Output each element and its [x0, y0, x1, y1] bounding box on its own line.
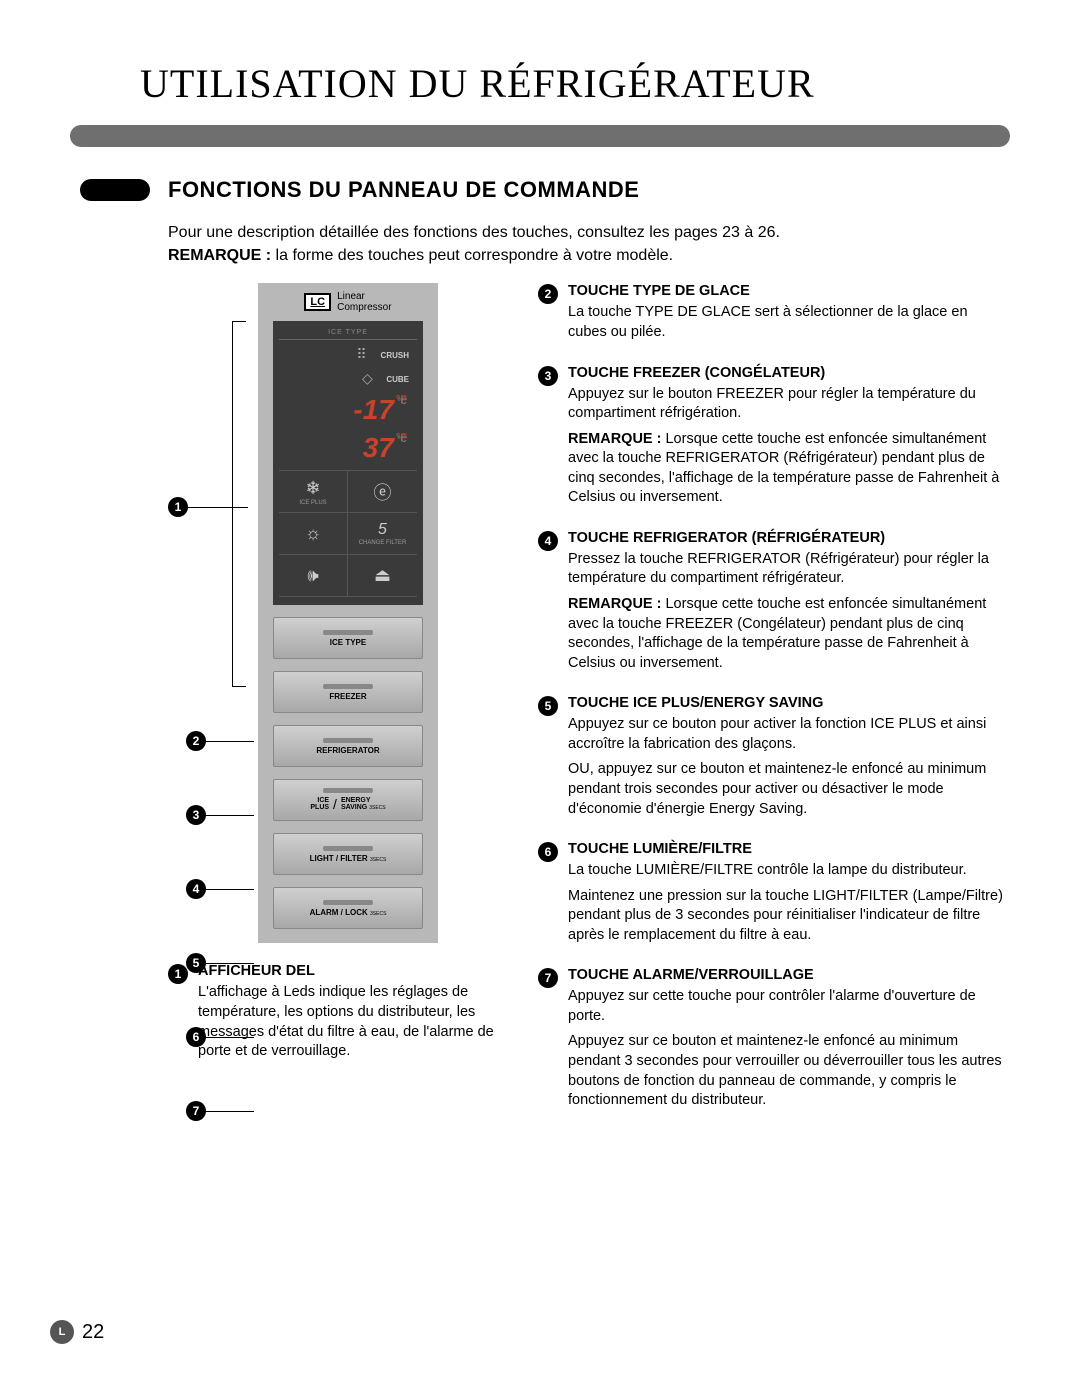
lock-icon: ⏏ — [348, 555, 417, 597]
callout-5: 5 — [186, 953, 206, 973]
desc-title-3: TOUCHE FREEZER (CONGÉLATEUR) — [568, 365, 1010, 381]
description-5: 5 TOUCHE ICE PLUS/ENERGY SAVING Appuyez su… — [538, 695, 1010, 825]
freezer-temp-display: °C -17°F — [279, 394, 417, 426]
desc-text-4: Pressez la touche REFRIGERATOR (Réfrigér… — [568, 550, 1010, 673]
desc-title-7: TOUCHE ALARME/VERROUILLAGE — [568, 967, 1010, 983]
desc-num-3: 3 — [538, 366, 558, 386]
description-3: 3 TOUCHE FREEZER (CONGÉLATEUR) Appuyez sur… — [538, 365, 1010, 514]
desc-text-5: Appuyez sur ce bouton pour activer la fo… — [568, 715, 1010, 819]
callout-7: 7 — [186, 1101, 206, 1121]
alarm-lock-button-label: ALARM / LOCK — [310, 908, 368, 917]
ice-plus-energy-button[interactable]: ICEPLUS / ENERGYSAVING 3SECS — [273, 779, 423, 821]
desc-num-6: 6 — [538, 842, 558, 862]
desc-text-1: L'affichage à Leds indique les réglages … — [198, 983, 508, 1061]
main-title: UTILISATION DU RÉFRIGÉRATEUR — [140, 60, 1010, 107]
refrigerator-button-label: REFRIGERATOR — [316, 746, 379, 755]
page-footer: L 22 — [50, 1320, 104, 1344]
description-2: 2 TOUCHE TYPE DE GLACE La touche TYPE DE G… — [538, 283, 1010, 348]
intro-line-1: Pour une description détaillée des fonct… — [168, 221, 1010, 244]
callout-6: 6 — [186, 1027, 206, 1047]
lg-logo-icon: L — [50, 1320, 74, 1344]
light-icon: ☼ — [279, 513, 348, 555]
callout-2: 2 — [186, 731, 206, 751]
ice-type-button[interactable]: ICE TYPE — [273, 617, 423, 659]
desc-title-6: TOUCHE LUMIÈRE/FILTRE — [568, 841, 1010, 857]
lc-text-1: Linear — [337, 291, 391, 302]
description-7: 7 TOUCHE ALARME/VERROUILLAGE Appuyez sur c… — [538, 967, 1010, 1116]
energy-saving-icon: ⓔ — [348, 471, 417, 513]
ice-type-header: ICE TYPE — [279, 329, 417, 340]
callout-4: 4 — [186, 879, 206, 899]
freezer-button[interactable]: FREEZER — [273, 671, 423, 713]
callout-1: 1 — [168, 497, 188, 517]
desc-num-7: 7 — [538, 968, 558, 988]
alarm-lock-button[interactable]: ALARM / LOCK 3SECS — [273, 887, 423, 929]
led-display: ICE TYPE ⠿ CRUSH ◇ CUBE °C -17°F °C — [273, 321, 423, 605]
description-1: 1 AFFICHEUR DEL L'affichage à Leds indiq… — [168, 963, 508, 1067]
section-header: FONCTIONS DU PANNEAU DE COMMANDE — [80, 177, 1010, 203]
description-4: 4 TOUCHE REFRIGERATOR (RÉFRIGÉRATEUR) Pres… — [538, 530, 1010, 679]
light-filter-button-label: LIGHT / FILTER — [310, 854, 368, 863]
section-title: FONCTIONS DU PANNEAU DE COMMANDE — [168, 177, 639, 203]
lc-text-2: Compressor — [337, 302, 391, 313]
crush-icon: ⠿ — [353, 346, 371, 364]
desc-num-2: 2 — [538, 284, 558, 304]
control-panel: LC Linear Compressor ICE TYPE ⠿ CRUSH ◇ … — [258, 283, 438, 943]
desc-text-2: La touche TYPE DE GLACE sert à sélection… — [568, 303, 1010, 342]
description-6: 6 TOUCHE LUMIÈRE/FILTRE La touche LUMIÈRE/… — [538, 841, 1010, 951]
refrigerator-button[interactable]: REFRIGERATOR — [273, 725, 423, 767]
desc-num-1: 1 — [168, 964, 188, 984]
ice-type-button-label: ICE TYPE — [330, 638, 366, 647]
filter-icon: 5 CHANGE FILTER — [348, 513, 417, 555]
intro-note-label: REMARQUE : — [168, 247, 271, 264]
intro-text: Pour une description détaillée des fonct… — [168, 221, 1010, 267]
page-number: 22 — [82, 1321, 104, 1344]
desc-text-7: Appuyez sur cette touche pour contrôler … — [568, 987, 1010, 1110]
crush-label: CRUSH — [381, 351, 409, 360]
compressor-badge: LC Linear Compressor — [304, 291, 391, 313]
callout-3: 3 — [186, 805, 206, 825]
desc-title-2: TOUCHE TYPE DE GLACE — [568, 283, 1010, 299]
section-pill — [80, 179, 150, 201]
ice-plus-icon: ❄ICE PLUS — [279, 471, 348, 513]
desc-title-5: TOUCHE ICE PLUS/ENERGY SAVING — [568, 695, 1010, 711]
desc-text-6: La touche LUMIÈRE/FILTRE contrôle la lam… — [568, 861, 1010, 945]
title-divider — [70, 125, 1010, 147]
desc-text-3: Appuyez sur le bouton FREEZER pour régle… — [568, 385, 1010, 508]
cube-label: CUBE — [386, 375, 409, 384]
alarm-icon: 🕪 — [279, 555, 348, 597]
desc-title-4: TOUCHE REFRIGERATOR (RÉFRIGÉRATEUR) — [568, 530, 1010, 546]
lc-icon: LC — [304, 293, 331, 311]
fridge-temp-display: °C 37°F — [279, 432, 417, 464]
light-filter-button[interactable]: LIGHT / FILTER 3SECS — [273, 833, 423, 875]
cube-icon: ◇ — [358, 370, 376, 388]
desc-num-4: 4 — [538, 531, 558, 551]
freezer-button-label: FREEZER — [329, 692, 366, 701]
desc-num-5: 5 — [538, 696, 558, 716]
intro-note-text: la forme des touches peut correspondre à… — [271, 247, 673, 264]
